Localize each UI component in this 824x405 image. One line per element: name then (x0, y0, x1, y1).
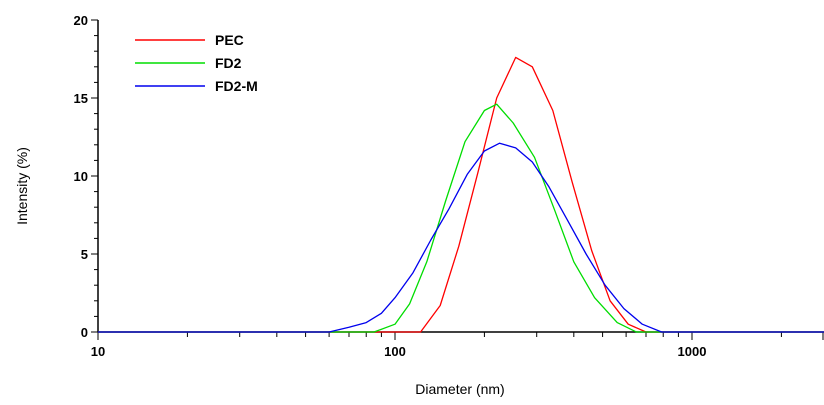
legend-label: FD2-M (215, 78, 258, 94)
x-tick-labels: 10 100 1000 (91, 344, 707, 359)
y-tick-labels: 0 5 10 15 20 (74, 13, 88, 340)
legend: PEC FD2 FD2-M (135, 32, 258, 94)
y-tick-label: 0 (81, 325, 88, 340)
y-tick-label: 10 (74, 169, 88, 184)
x-axis-title: Diameter (nm) (415, 381, 504, 397)
y-tick-label: 15 (74, 91, 88, 106)
y-tick-label: 5 (81, 247, 88, 262)
axes: 0 5 10 15 20 10 100 1000 (74, 13, 824, 359)
series-line-fd2-m (98, 142, 824, 333)
series-line-pec (98, 56, 824, 333)
x-tick-label: 100 (384, 344, 406, 359)
x-ticks (97, 332, 824, 340)
legend-label: PEC (215, 32, 244, 48)
series-line-fd2 (98, 103, 824, 333)
y-ticks (91, 19, 98, 333)
legend-label: FD2 (215, 55, 242, 71)
y-tick-label: 20 (74, 13, 88, 28)
y-axis-title: Intensity (%) (14, 147, 30, 225)
x-tick-label: 1000 (678, 344, 707, 359)
x-tick-label: 10 (91, 344, 105, 359)
series-group (98, 56, 824, 333)
